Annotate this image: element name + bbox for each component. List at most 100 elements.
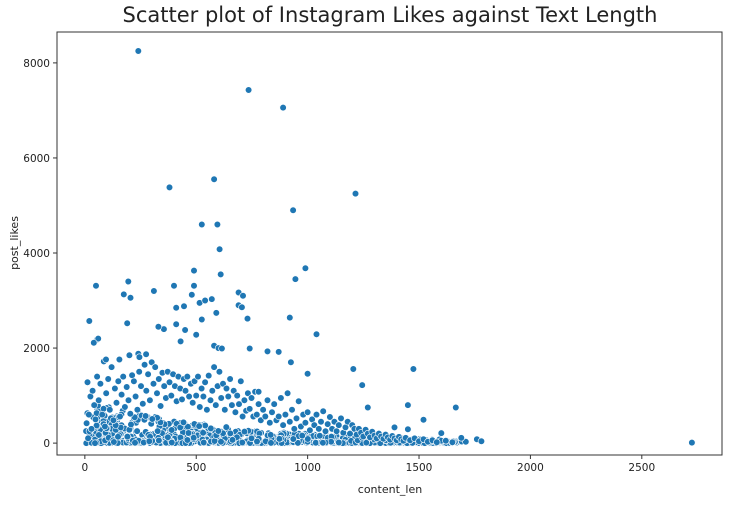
- data-point: [151, 363, 159, 371]
- data-point: [289, 435, 297, 443]
- data-point: [287, 358, 295, 366]
- x-tick-label: 0: [82, 462, 89, 474]
- data-point: [181, 326, 189, 334]
- data-point: [128, 371, 136, 379]
- data-point: [189, 399, 197, 407]
- data-point: [200, 438, 208, 447]
- data-point: [165, 378, 174, 386]
- y-axis-ticks: 0 2000 4000 6000 8000: [23, 58, 57, 450]
- data-point: [111, 384, 119, 393]
- data-point: [255, 388, 263, 396]
- data-point: [172, 304, 180, 312]
- data-point: [442, 437, 450, 445]
- data-point: [201, 378, 209, 386]
- data-point: [226, 429, 234, 438]
- data-point: [259, 406, 267, 414]
- data-point: [246, 344, 254, 353]
- data-point: [85, 411, 93, 419]
- data-point: [148, 358, 156, 366]
- data-point: [358, 381, 366, 389]
- data-point: [185, 392, 193, 401]
- data-point: [231, 408, 239, 416]
- data-point: [150, 287, 158, 295]
- data-point: [102, 355, 110, 364]
- data-point: [87, 425, 96, 433]
- data-point: [90, 401, 98, 409]
- data-point: [207, 424, 215, 433]
- data-point: [253, 437, 261, 446]
- data-point: [172, 320, 180, 328]
- data-point: [126, 410, 134, 418]
- y-tick-label: 4000: [23, 248, 50, 260]
- data-point: [294, 439, 302, 447]
- data-point: [165, 183, 174, 191]
- data-point: [326, 413, 334, 421]
- data-point: [146, 396, 154, 404]
- data-point: [196, 403, 204, 411]
- data-point: [224, 392, 232, 401]
- data-point: [176, 423, 184, 432]
- data-point: [290, 425, 298, 433]
- data-point: [112, 399, 121, 407]
- data-point: [286, 314, 294, 322]
- data-point: [126, 294, 135, 302]
- data-point: [319, 407, 327, 415]
- data-point: [115, 355, 123, 364]
- data-point: [212, 401, 220, 409]
- data-point: [255, 400, 263, 408]
- data-point: [228, 436, 237, 444]
- data-point: [404, 401, 412, 409]
- data-point: [279, 103, 287, 112]
- data-point: [157, 402, 165, 410]
- y-tick-label: 2000: [23, 343, 50, 355]
- data-point: [288, 406, 296, 414]
- data-point: [83, 378, 92, 386]
- data-point: [217, 394, 225, 402]
- data-point: [238, 303, 246, 311]
- data-point: [235, 400, 243, 408]
- data-point: [419, 416, 428, 424]
- data-point: [304, 370, 312, 378]
- x-tick-label: 500: [186, 462, 206, 474]
- data-point: [337, 414, 345, 423]
- data-point: [289, 206, 297, 214]
- data-point: [240, 428, 249, 436]
- chart-title: Scatter plot of Instagram Likes against …: [123, 3, 658, 27]
- y-tick-label: 6000: [23, 153, 50, 165]
- data-point: [335, 438, 343, 447]
- data-point: [110, 438, 118, 446]
- data-point: [217, 438, 225, 446]
- data-point: [124, 396, 133, 404]
- data-point: [91, 439, 99, 447]
- data-point: [123, 319, 131, 327]
- data-point: [123, 433, 131, 441]
- data-point: [164, 433, 172, 441]
- data-point: [123, 383, 131, 391]
- data-point: [194, 373, 202, 381]
- data-point: [135, 368, 143, 376]
- data-point: [134, 47, 142, 55]
- data-point: [130, 377, 138, 385]
- data-point: [261, 412, 269, 421]
- data-point: [292, 414, 301, 423]
- x-axis-ticks: 0 500 1000 1500 2000 2500: [82, 455, 655, 474]
- data-point: [315, 425, 323, 433]
- data-point: [153, 389, 161, 397]
- data-point: [233, 392, 241, 400]
- data-point: [205, 372, 213, 380]
- data-point: [133, 427, 141, 435]
- data-point: [190, 267, 198, 275]
- data-point: [291, 275, 300, 283]
- data-point: [107, 363, 116, 371]
- data-point: [267, 431, 275, 439]
- data-point: [390, 423, 399, 432]
- data-point: [199, 392, 207, 401]
- data-point: [228, 401, 236, 409]
- data-point: [190, 434, 198, 442]
- data-point: [404, 425, 412, 433]
- data-point: [301, 419, 310, 427]
- data-point: [210, 363, 218, 371]
- data-point: [239, 412, 247, 421]
- data-point: [275, 412, 283, 421]
